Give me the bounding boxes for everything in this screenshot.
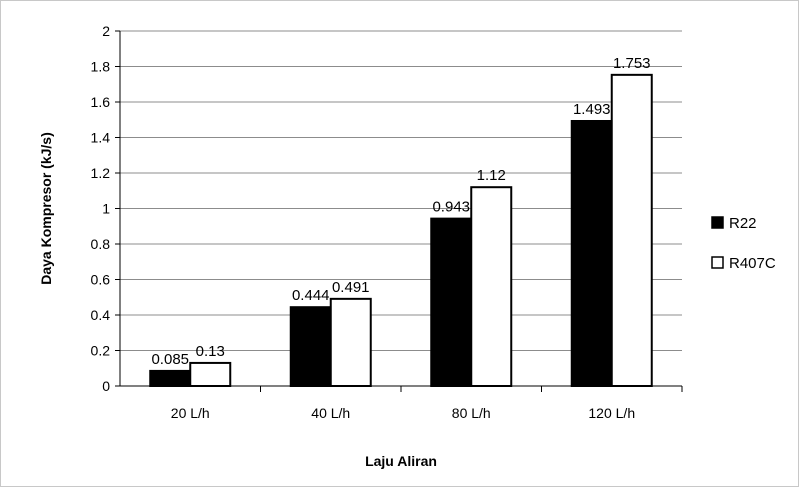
y-tick-label: 0.4 [91, 307, 111, 323]
x-axis-ticks: 20 L/h 40 L/h 80 L/h 120 L/h [171, 386, 683, 421]
bar-r22-120-l-h [570, 119, 613, 388]
legend: R22 R407C [711, 215, 776, 272]
data-label-r407c-40-l-h: 0.491 [332, 279, 370, 296]
bar-r407c-40-l-h [329, 297, 372, 387]
y-tick-label: 1.4 [91, 130, 111, 146]
data-label-r22-80-l-h: 0.943 [432, 199, 470, 216]
data-label-r407c-80-l-h: 1.12 [477, 167, 506, 184]
bar-r407c-120-l-h [610, 73, 653, 387]
bars [149, 73, 653, 388]
legend-swatch-r22 [711, 216, 724, 229]
data-label-r407c-20-l-h: 0.13 [196, 343, 225, 360]
y-axis-ticks: 0 0.2 0.4 0.6 0.8 1 1.2 1.4 1.6 1.8 2 [91, 23, 120, 394]
y-tick-label: 1 [102, 201, 110, 217]
data-label-r407c-120-l-h: 1.753 [613, 55, 651, 72]
data-label-r22-120-l-h: 1.493 [573, 101, 611, 118]
x-tick-label: 20 L/h [171, 405, 210, 421]
y-axis-title: Daya Kompresor (kJ/s) [38, 132, 54, 285]
bar-r22-20-l-h [149, 369, 192, 388]
data-label-r22-40-l-h: 0.444 [292, 287, 330, 304]
bar-r407c-80-l-h [470, 186, 513, 387]
legend-label-r22: R22 [729, 215, 757, 232]
y-tick-label: 0.6 [91, 272, 111, 288]
bar-r22-40-l-h [289, 306, 332, 387]
y-tick-label: 1.8 [91, 59, 111, 75]
bar-r22-80-l-h [430, 217, 473, 387]
legend-label-r407c: R407C [729, 255, 776, 272]
y-tick-label: 0.8 [91, 236, 111, 252]
x-tick-label: 120 L/h [588, 405, 635, 421]
y-tick-label: 0 [102, 378, 110, 394]
x-tick-label: 40 L/h [311, 405, 350, 421]
y-tick-label: 2 [102, 23, 110, 39]
y-tick-label: 1.6 [91, 94, 111, 110]
y-tick-label: 0.2 [91, 343, 111, 359]
y-tick-label: 1.2 [91, 165, 111, 181]
data-label-r22-20-l-h: 0.085 [151, 351, 189, 368]
x-tick-label: 80 L/h [452, 405, 491, 421]
data-labels: 0.085 0.13 0.444 0.491 0.943 1.12 1.493 1.753 [151, 55, 650, 368]
bar-r407c-20-l-h [189, 361, 232, 387]
x-axis-title: Laju Aliran [365, 453, 437, 469]
legend-swatch-r407c [711, 256, 724, 269]
